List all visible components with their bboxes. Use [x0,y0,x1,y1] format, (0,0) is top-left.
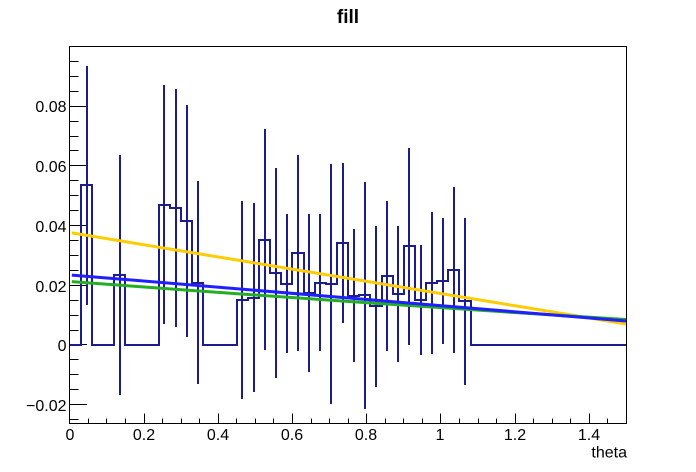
svg-text:0.02: 0.02 [35,279,66,296]
svg-text:0.08: 0.08 [35,99,66,116]
svg-text:0.04: 0.04 [35,219,66,236]
svg-text:1.4: 1.4 [578,427,600,444]
svg-text:0.4: 0.4 [207,427,229,444]
svg-text:0: 0 [58,338,67,355]
svg-text:1.2: 1.2 [504,427,526,444]
svg-text:1: 1 [436,427,445,444]
svg-text:0.2: 0.2 [133,427,155,444]
svg-text:theta: theta [591,445,627,462]
svg-text:−0.02: −0.02 [26,398,67,415]
svg-text:0.6: 0.6 [281,427,303,444]
svg-text:0.8: 0.8 [355,427,377,444]
svg-text:fill: fill [337,7,359,28]
svg-text:0.06: 0.06 [35,159,66,176]
svg-text:0: 0 [66,427,75,444]
